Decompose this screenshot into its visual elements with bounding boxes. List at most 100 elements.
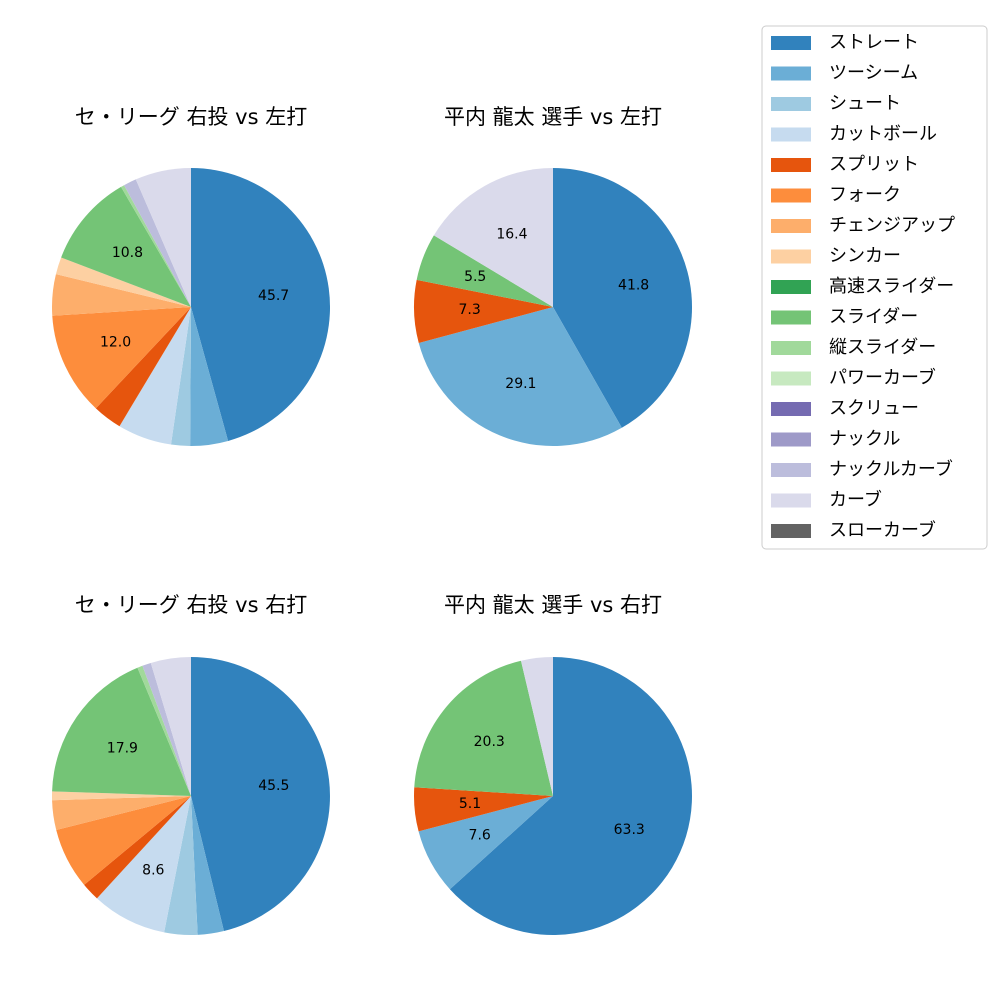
chart-title: 平内 龍太 選手 vs 右打: [444, 593, 662, 617]
pie-slice: [137, 665, 191, 796]
legend-swatch: [771, 341, 811, 355]
legend-label: ツーシーム: [829, 63, 918, 84]
legend-item: シュート: [771, 93, 901, 114]
slice-value-label: 17.9: [107, 741, 138, 757]
pie-slice: [52, 307, 191, 409]
legend-swatch: [771, 280, 811, 294]
legend-item: ナックル: [771, 429, 900, 450]
legend-label: フォーク: [829, 185, 901, 206]
legend-item: フォーク: [771, 185, 901, 206]
pie-slice: [96, 796, 191, 933]
pie-slice: [170, 307, 191, 446]
pie-slice: [191, 168, 331, 441]
legend-label: スローカーブ: [829, 519, 936, 541]
legend-label: 高速スライダー: [829, 276, 954, 297]
legend-item: ツーシーム: [771, 63, 918, 84]
legend-swatch: [771, 219, 811, 233]
pie-slice: [84, 796, 191, 899]
legend-item: 高速スライダー: [771, 276, 954, 297]
legend-label: ナックル: [829, 429, 900, 450]
legend-label: シュート: [829, 93, 901, 114]
legend-swatch: [771, 310, 811, 325]
slice-value-label: 7.3: [459, 302, 481, 318]
legend-label: スライダー: [829, 307, 918, 328]
pie-slice: [61, 186, 191, 307]
pie-slice: [553, 168, 693, 428]
pie-slice: [191, 796, 224, 935]
legend-label: パワーカーブ: [829, 367, 936, 389]
legend-swatch: [771, 66, 811, 81]
legend-label: カーブ: [829, 489, 882, 511]
pie-slice: [418, 307, 622, 447]
pie-slice: [164, 796, 198, 935]
slice-value-label: 8.6: [142, 862, 164, 878]
legend-item: パワーカーブ: [771, 367, 936, 389]
legend-swatch: [771, 127, 811, 142]
chart-title: セ・リーグ 右投 vs 右打: [75, 593, 307, 617]
legend-swatch: [771, 371, 811, 386]
legend-label: ナックルカーブ: [829, 458, 953, 480]
legend-item: スライダー: [771, 307, 918, 328]
slice-value-label: 12.0: [100, 335, 131, 351]
legend-swatch: [771, 249, 811, 264]
pie-slice: [119, 307, 191, 445]
legend-swatch: [771, 36, 811, 50]
pie-slice: [414, 279, 553, 344]
pie-slice: [52, 667, 191, 796]
pie-slice: [418, 796, 553, 890]
pie-slice: [52, 796, 192, 831]
legend-item: スクリュー: [771, 398, 919, 419]
slice-value-label: 63.3: [614, 822, 645, 838]
legend-item: シンカー: [771, 246, 901, 267]
legend-swatch: [771, 97, 811, 111]
legend-label: スクリュー: [829, 398, 919, 419]
legend-item: カーブ: [771, 489, 882, 511]
pie-slice: [124, 179, 191, 307]
legend-label: スプリット: [829, 154, 919, 175]
legend: ストレートツーシームシュートカットボールスプリットフォークチェンジアップシンカー…: [761, 25, 988, 550]
pie-slice: [414, 660, 553, 796]
legend-swatch: [771, 463, 811, 477]
slice-value-label: 5.5: [464, 269, 486, 285]
legend-item: スプリット: [771, 154, 919, 175]
legend-item: ストレート: [771, 32, 919, 53]
legend-swatch: [771, 402, 811, 416]
chart-title: セ・リーグ 右投 vs 左打: [75, 105, 307, 129]
pie-slice: [55, 257, 191, 307]
legend-swatch: [771, 493, 811, 508]
pie-slice: [142, 662, 191, 796]
pie-chart-1: セ・リーグ 右投 vs 左打 45.7 12.0 10.8: [51, 105, 331, 447]
legend-swatch: [771, 188, 811, 203]
pie-slice: [433, 168, 553, 307]
pie-chart-4: 平内 龍太 選手 vs 右打 63.3 7.6 5.1 20.3: [413, 593, 692, 935]
legend-label: シンカー: [829, 246, 901, 267]
pie-slice: [191, 657, 330, 932]
pie-slice: [121, 185, 191, 307]
slice-value-label: 29.1: [505, 376, 536, 392]
pie-slice: [416, 235, 553, 307]
legend-item: カットボール: [771, 124, 937, 145]
chart-title: 平内 龍太 選手 vs 左打: [444, 105, 662, 129]
pie-slice: [135, 168, 191, 307]
legend-label: 縦スライダー: [829, 337, 936, 358]
pie-chart-2: 平内 龍太 選手 vs 左打 41.8 29.1 7.3 5.5 16.4: [414, 105, 693, 447]
slice-value-label: 16.4: [496, 226, 527, 242]
legend-item: スローカーブ: [771, 519, 936, 541]
slice-value-label: 7.6: [469, 828, 491, 844]
pie-slice: [51, 791, 191, 801]
slice-value-label: 41.8: [618, 278, 649, 294]
slice-value-label: 5.1: [459, 796, 481, 812]
pie-slice: [413, 787, 553, 832]
legend-swatch: [771, 524, 811, 538]
slice-value-label: 45.7: [258, 288, 289, 304]
legend-item: チェンジアップ: [771, 215, 955, 236]
slice-value-label: 45.5: [258, 778, 289, 794]
pie-slice: [51, 274, 191, 316]
legend-frame: [761, 25, 988, 550]
legend-swatch: [771, 432, 811, 447]
legend-label: ストレート: [829, 32, 919, 53]
legend-swatch: [771, 158, 811, 172]
slice-value-label: 20.3: [474, 734, 505, 750]
pie-slice: [449, 657, 692, 935]
